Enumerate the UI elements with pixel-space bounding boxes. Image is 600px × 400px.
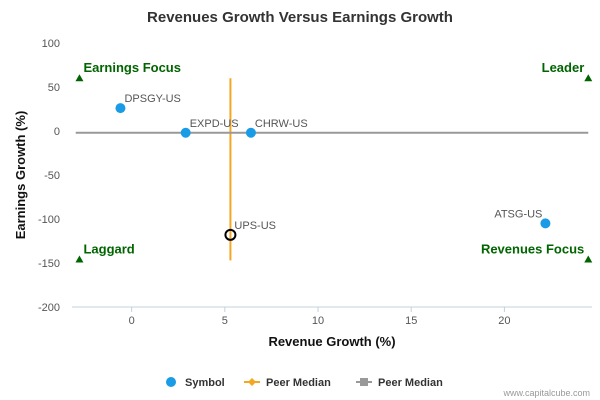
highlighted-point-label: UPS-US <box>234 220 276 232</box>
quadrant-labels: Earnings Focus Leader Laggard Revenues Focu… <box>75 60 593 263</box>
credit-text: www.capitalcube.com <box>502 388 590 398</box>
quadrant-marker <box>75 74 84 82</box>
data-point-label: CHRW-US <box>255 118 308 130</box>
y-tick-label: 0 <box>54 126 60 138</box>
quadrant-label: Leader <box>542 60 585 75</box>
y-tick-label: 50 <box>48 82 60 94</box>
quadrant-marker <box>75 255 84 263</box>
x-tick-label: 0 <box>129 315 135 327</box>
x-tick-label: 5 <box>222 315 228 327</box>
legend-peer-median-diamond <box>248 378 256 386</box>
chart-title: Revenues Growth Versus Earnings Growth <box>147 9 453 26</box>
y-tick-label: -150 <box>38 258 60 270</box>
highlighted-point <box>224 228 237 241</box>
x-tick-label: 10 <box>312 315 324 327</box>
legend-label: Peer Median <box>378 377 443 389</box>
legend: Symbol Peer Median Peer Median <box>166 377 443 389</box>
y-axis-title: Earnings Growth (%) <box>13 111 28 240</box>
x-axis-title: Revenue Growth (%) <box>268 334 395 349</box>
quadrant-marker <box>584 74 593 82</box>
data-points: DPSGY-US EXPD-US CHRW-US ATSG-US UPS-US <box>115 93 551 241</box>
data-point <box>245 127 256 138</box>
legend-label: Peer Median <box>266 377 331 389</box>
legend-symbol-marker <box>166 377 176 387</box>
y-tick-label: -50 <box>44 170 60 182</box>
y-tick-label: -100 <box>38 214 60 226</box>
quadrant-label: Revenues Focus <box>481 241 584 256</box>
quadrant-marker <box>584 255 593 263</box>
data-point <box>180 127 191 138</box>
quadrant-label: Earnings Focus <box>83 60 181 75</box>
quadrant-label: Laggard <box>83 241 134 256</box>
x-tick-label: 20 <box>498 315 510 327</box>
legend-label: Symbol <box>185 377 225 389</box>
y-tick-label: -200 <box>38 302 60 314</box>
data-point-label: DPSGY-US <box>124 93 180 105</box>
x-tick-label: 15 <box>405 315 417 327</box>
data-point-label: ATSG-US <box>494 208 542 220</box>
legend-peer-median-square <box>360 378 368 386</box>
axes: 0 5 10 15 20 100 50 0 -50 -100 -150 -200 <box>38 38 592 327</box>
y-tick-label: 100 <box>42 38 60 50</box>
data-point <box>540 218 551 229</box>
peer-median-lines <box>75 78 589 261</box>
data-point-label: EXPD-US <box>190 118 239 130</box>
data-point <box>115 103 126 114</box>
